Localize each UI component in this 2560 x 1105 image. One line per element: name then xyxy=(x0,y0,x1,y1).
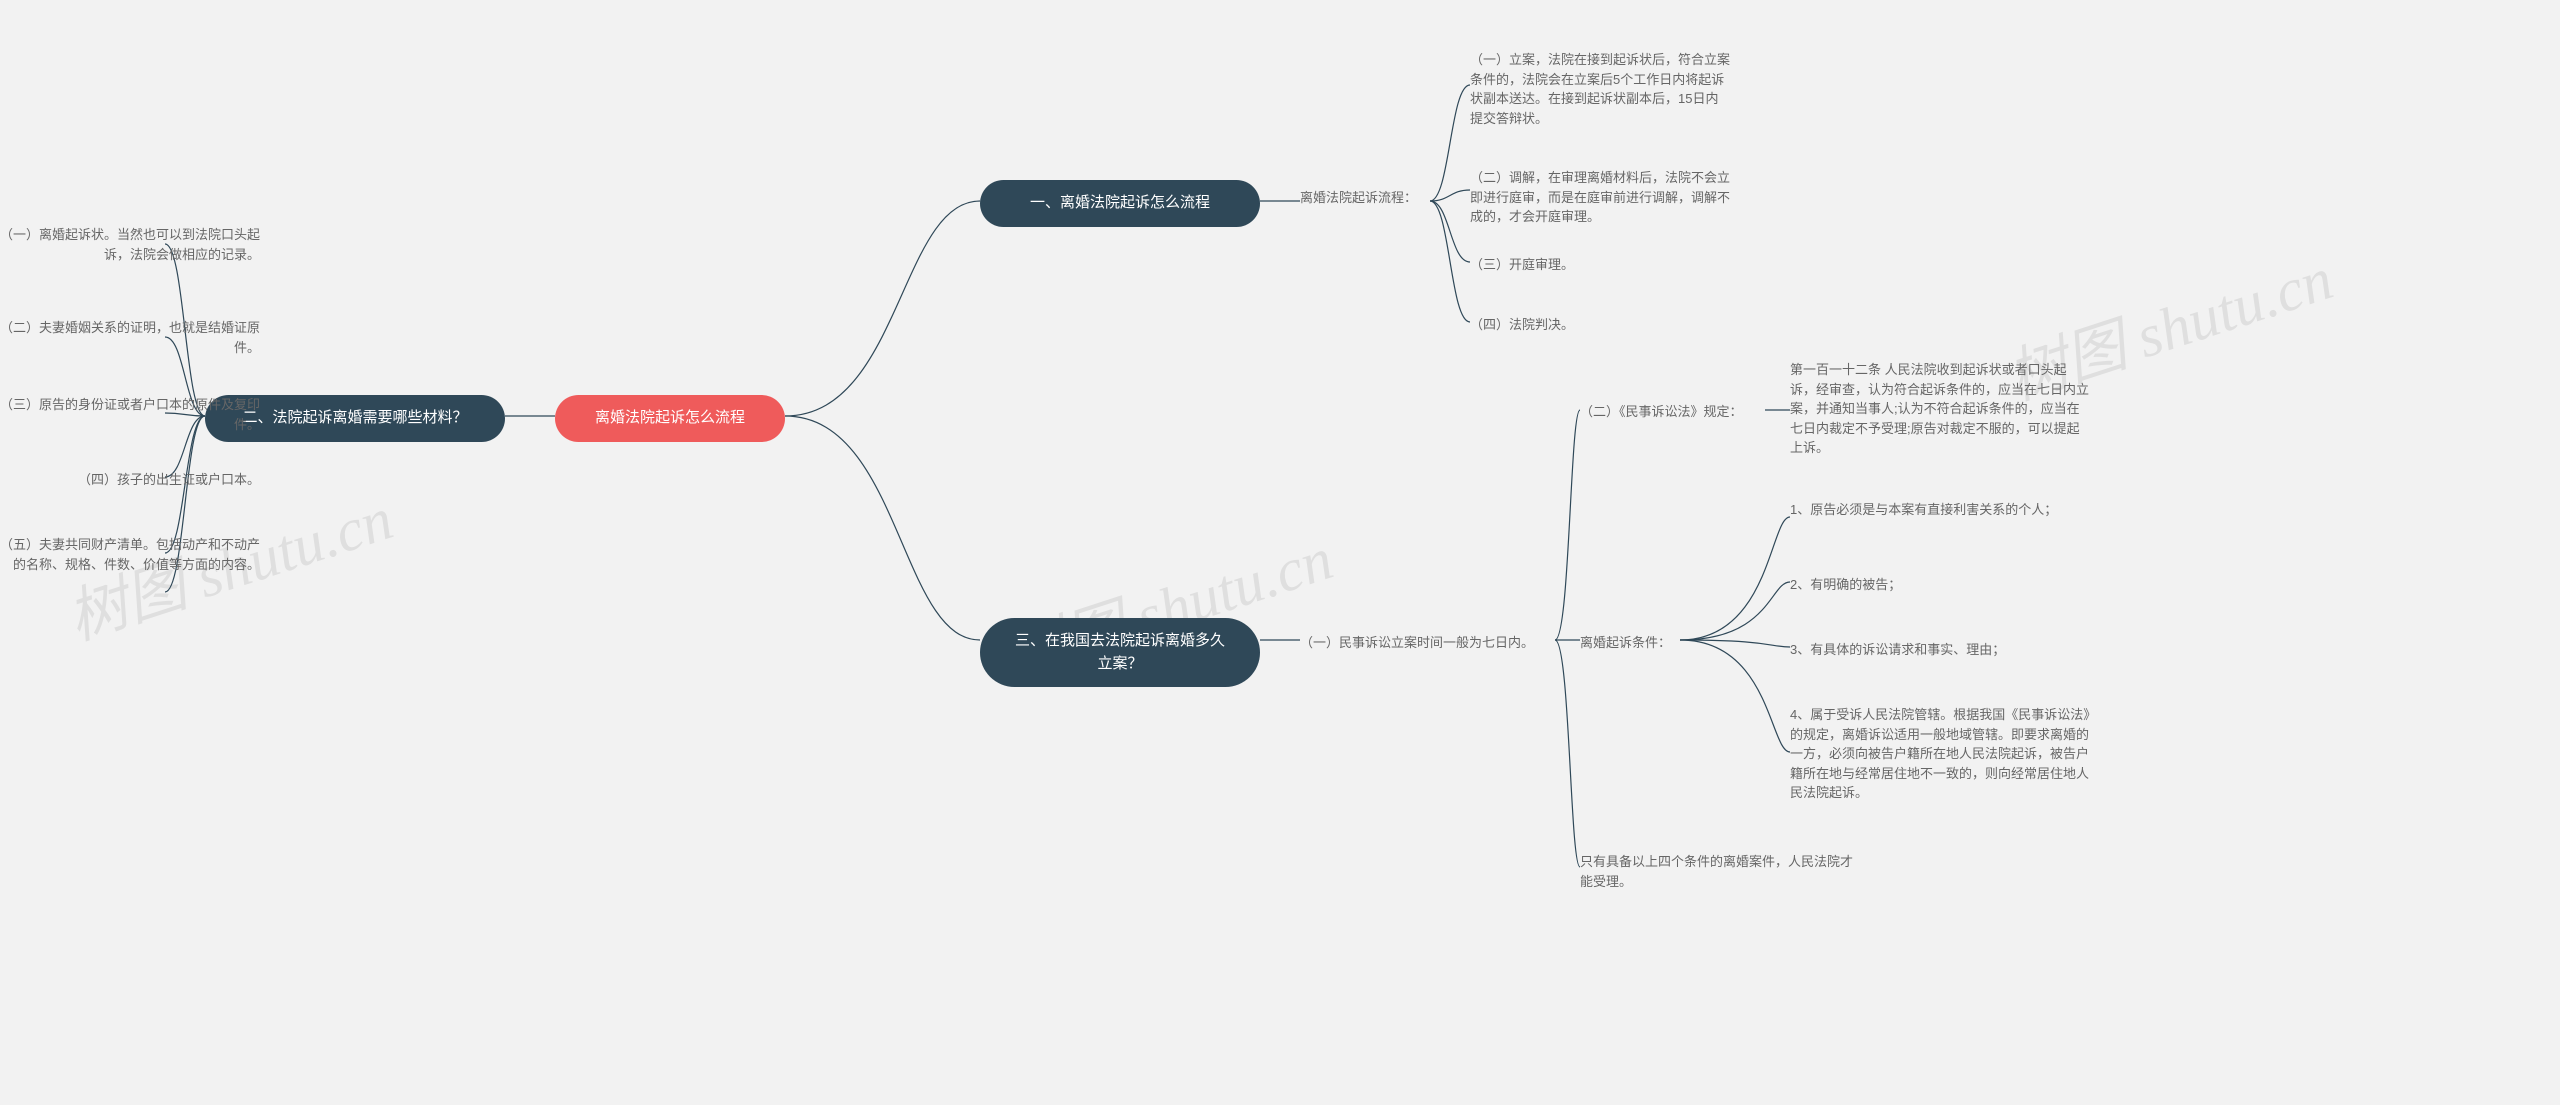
branch-1-child-1: （一）立案，法院在接到起诉状后，符合立案条件的，法院会在立案后5个工作日内将起诉… xyxy=(1470,50,1730,128)
branch-3-child-1a: 第一百一十二条 人民法院收到起诉状或者口头起诉，经审查，认为符合起诉条件的，应当… xyxy=(1790,360,2090,458)
branch-3-child-2a: 1、原告必须是与本案有直接利害关系的个人； xyxy=(1790,500,2057,520)
branch-2-child-4: （四）孩子的出生证或户口本。 xyxy=(55,470,260,490)
branch-1-child-3: （三）开庭审理。 xyxy=(1470,255,1574,275)
branch-1-child-4: （四）法院判决。 xyxy=(1470,315,1574,335)
branch-3-child-1: （二）《民事诉讼法》规定： xyxy=(1580,402,1743,422)
branch-1: 一、离婚法院起诉怎么流程 xyxy=(980,180,1260,227)
branch-1-child-2: （二）调解，在审理离婚材料后，法院不会立即进行庭审，而是在庭审前进行调解，调解不… xyxy=(1470,168,1730,227)
branch-3: 三、在我国去法院起诉离婚多久立案？ xyxy=(980,618,1260,687)
branch-3-child-2d: 4、属于受诉人民法院管辖。根据我国《民事诉讼法》的规定，离婚诉讼适用一般地域管辖… xyxy=(1790,705,2090,803)
branch-3-child-2c: 3、有具体的诉讼请求和事实、理由； xyxy=(1790,640,2005,660)
branch-3-child-3: 只有具备以上四个条件的离婚案件，人民法院才能受理。 xyxy=(1580,852,1860,891)
branch-1-mid: 离婚法院起诉流程： xyxy=(1300,188,1417,208)
mindmap-root: 离婚法院起诉怎么流程 xyxy=(555,395,785,442)
branch-2-child-1: （一）离婚起诉状。当然也可以到法院口头起诉，法院会做相应的记录。 xyxy=(0,225,260,264)
branch-3-mid: （一）民事诉讼立案时间一般为七日内。 xyxy=(1300,633,1534,653)
branch-3-child-2b: 2、有明确的被告； xyxy=(1790,575,1901,595)
branch-3-child-2: 离婚起诉条件： xyxy=(1580,633,1671,653)
branch-2-child-2: （二）夫妻婚姻关系的证明，也就是结婚证原件。 xyxy=(0,318,260,357)
branch-2-child-3: （三）原告的身份证或者户口本的原件及复印件。 xyxy=(0,395,260,434)
mindmap-connectors xyxy=(0,0,2560,1105)
branch-2-child-5: （五）夫妻共同财产清单。包括动产和不动产的名称、规格、件数、价值等方面的内容。 xyxy=(0,535,260,574)
